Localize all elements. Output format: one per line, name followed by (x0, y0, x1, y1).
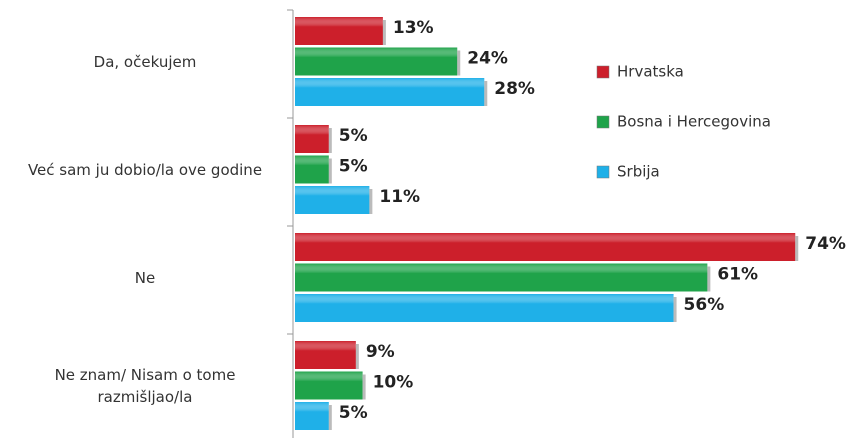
value-label: 28% (494, 79, 535, 99)
bar-shade (295, 263, 708, 292)
bar-shadow (328, 405, 332, 430)
bar-shade (295, 78, 485, 106)
bar-shade (295, 17, 383, 45)
bar-shadow (369, 189, 373, 214)
bar-shadow (362, 374, 366, 400)
bar (295, 263, 711, 292)
bar (295, 402, 332, 430)
category-label: Već sam ju dobio/la ove godine (27, 161, 263, 179)
value-label: 61% (717, 265, 758, 285)
bar-shade (295, 125, 329, 153)
bar-shadow (328, 128, 332, 153)
bar (295, 17, 386, 45)
bar-shadow (355, 344, 359, 369)
legend-swatch (596, 115, 610, 129)
value-label: 5% (339, 403, 368, 423)
value-label: 9% (366, 342, 395, 362)
value-label: 11% (379, 187, 420, 207)
bar-shade (295, 155, 329, 184)
bar-shade (295, 47, 458, 76)
bar-shadow (328, 158, 332, 184)
bar-shade (295, 371, 363, 400)
bar-shade (295, 402, 329, 430)
value-label: 10% (373, 373, 414, 393)
bar-shadow (457, 50, 461, 76)
bar (295, 371, 366, 400)
bar-shadow (795, 236, 799, 261)
bar-shade (295, 341, 356, 369)
bar-shade (295, 186, 370, 214)
value-label: 13% (393, 18, 434, 38)
bar (295, 233, 799, 261)
bar (295, 294, 677, 322)
bar-shade (295, 233, 796, 261)
bar (295, 341, 359, 369)
category-label: Ne znam/ Nisam o tome razmišljao/la (54, 366, 236, 406)
legend-label: Srbija (617, 163, 660, 181)
value-label: 5% (339, 157, 368, 177)
legend-swatch (596, 65, 610, 79)
category-label: Ne (134, 269, 156, 287)
bar-shadow (484, 81, 488, 106)
value-label: 74% (805, 234, 846, 254)
category-label: Da, očekujem (93, 53, 197, 71)
value-label: 5% (339, 126, 368, 146)
value-label: 56% (684, 295, 725, 315)
legend-label: Hrvatska (617, 63, 684, 81)
bar-shadow (673, 297, 677, 322)
bar (295, 47, 461, 76)
bar-shade (295, 294, 674, 322)
legend-swatch (596, 165, 610, 179)
bar (295, 186, 373, 214)
bar-shadow (707, 266, 711, 292)
value-label: 24% (467, 49, 508, 69)
bar-shadow (382, 20, 386, 45)
bar (295, 125, 332, 153)
legend-label: Bosna i Hercegovina (617, 113, 771, 131)
bar (295, 155, 332, 184)
bar (295, 78, 488, 106)
